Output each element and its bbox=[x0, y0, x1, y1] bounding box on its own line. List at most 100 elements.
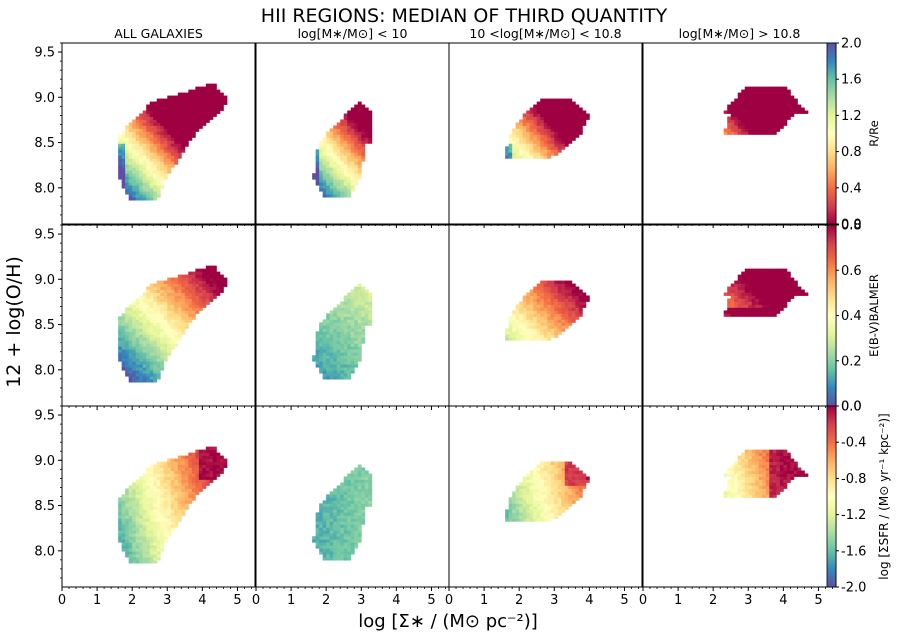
heatmap-cell bbox=[568, 107, 573, 111]
heatmap-cell bbox=[167, 313, 172, 317]
heatmap-cell bbox=[512, 322, 517, 326]
heatmap-cell bbox=[329, 331, 334, 335]
heatmap-cell bbox=[160, 161, 165, 165]
heatmap-cell bbox=[508, 134, 513, 138]
heatmap-cell bbox=[329, 191, 334, 195]
heatmap-cell bbox=[557, 473, 562, 477]
heatmap-cell bbox=[139, 188, 144, 192]
heatmap-cell bbox=[188, 313, 193, 317]
heatmap-cell bbox=[156, 358, 161, 362]
heatmap-cell bbox=[561, 116, 566, 120]
heatmap-cell bbox=[744, 479, 749, 483]
heatmap-cell bbox=[765, 92, 770, 96]
heatmap-cell bbox=[142, 491, 147, 495]
heatmap-cell bbox=[333, 352, 338, 356]
heatmap-cell bbox=[333, 152, 338, 156]
heatmap-cell bbox=[751, 461, 756, 465]
heatmap-cell bbox=[163, 301, 168, 305]
heatmap-cell bbox=[519, 497, 524, 501]
heatmap-cell bbox=[142, 176, 147, 180]
heatmap-cell bbox=[561, 146, 566, 150]
heatmap-cell bbox=[326, 146, 331, 150]
heatmap-cell bbox=[160, 146, 165, 150]
heatmap-cell bbox=[322, 503, 327, 507]
heatmap-cell bbox=[322, 155, 327, 159]
heatmap-cell bbox=[340, 313, 345, 317]
heatmap-cell bbox=[519, 137, 524, 141]
heatmap-cell bbox=[312, 358, 317, 362]
heatmap-cell bbox=[153, 527, 158, 531]
heatmap-cell bbox=[149, 328, 154, 332]
heatmap-cell bbox=[762, 280, 767, 284]
heatmap-cell bbox=[322, 173, 327, 177]
heatmap-cell bbox=[181, 497, 186, 501]
heatmap-cell bbox=[184, 143, 189, 147]
heatmap-cell bbox=[522, 316, 527, 320]
heatmap-cell bbox=[515, 319, 520, 323]
heatmap-cell bbox=[212, 286, 217, 290]
heatmap-cell bbox=[163, 107, 168, 111]
heatmap-cell bbox=[326, 542, 331, 546]
heatmap-cell bbox=[170, 137, 175, 141]
heatmap-cell bbox=[160, 509, 165, 513]
heatmap-cell bbox=[153, 101, 158, 105]
heatmap-cell bbox=[343, 488, 348, 492]
heatmap-cell bbox=[336, 304, 341, 308]
heatmap-cell bbox=[139, 194, 144, 198]
heatmap-cell bbox=[326, 337, 331, 341]
heatmap-cell bbox=[195, 458, 200, 462]
heatmap-cell bbox=[783, 304, 788, 308]
heatmap-cell bbox=[508, 152, 513, 156]
heatmap-cell bbox=[156, 467, 161, 471]
heatmap-cell bbox=[167, 155, 172, 159]
heatmap-cell bbox=[149, 524, 154, 528]
heatmap-cell bbox=[793, 98, 798, 102]
heatmap-cell bbox=[118, 152, 123, 156]
heatmap-cell bbox=[195, 268, 200, 273]
heatmap-cell bbox=[343, 316, 348, 320]
heatmap-cell bbox=[139, 530, 144, 534]
heatmap-cell bbox=[755, 119, 760, 123]
heatmap-cell bbox=[578, 301, 583, 305]
heatmap-cell bbox=[160, 313, 165, 317]
heatmap-cell bbox=[568, 322, 573, 326]
heatmap-cell bbox=[146, 316, 151, 320]
heatmap-cell bbox=[343, 364, 348, 368]
heatmap-cell bbox=[727, 491, 732, 495]
heatmap-cell bbox=[512, 497, 517, 501]
heatmap-cell bbox=[322, 158, 327, 162]
heatmap-cell bbox=[547, 328, 552, 332]
heatmap-cell bbox=[568, 295, 573, 299]
heatmap-cell bbox=[191, 458, 196, 462]
heatmap-cell bbox=[357, 295, 362, 299]
heatmap-cell bbox=[329, 325, 334, 329]
heatmap-cell bbox=[755, 104, 760, 108]
heatmap-cell bbox=[529, 113, 534, 117]
heatmap-cell bbox=[343, 298, 348, 302]
heatmap-cell bbox=[564, 280, 569, 284]
heatmap-cell bbox=[163, 527, 168, 531]
heatmap-cell bbox=[139, 167, 144, 171]
heatmap-cell bbox=[772, 274, 777, 278]
heatmap-cell bbox=[543, 122, 548, 126]
heatmap-cell bbox=[139, 128, 144, 132]
heatmap-cell bbox=[184, 325, 189, 329]
heatmap-cell bbox=[568, 140, 573, 144]
heatmap-cell bbox=[188, 479, 193, 483]
heatmap-cell bbox=[163, 298, 168, 302]
heatmap-cell bbox=[354, 176, 359, 180]
heatmap-cell bbox=[319, 343, 324, 347]
heatmap-cell bbox=[142, 173, 147, 177]
heatmap-cell bbox=[540, 301, 545, 305]
heatmap-cell bbox=[188, 110, 193, 114]
heatmap-cell bbox=[177, 143, 182, 147]
heatmap-cell bbox=[522, 298, 527, 302]
heatmap-cell bbox=[149, 485, 154, 489]
heatmap-cell bbox=[135, 379, 140, 383]
heatmap-cell bbox=[804, 473, 809, 477]
heatmap-cell bbox=[153, 292, 158, 296]
heatmap-cell bbox=[734, 304, 739, 308]
heatmap-cell bbox=[319, 542, 324, 546]
heatmap-cell bbox=[121, 325, 126, 329]
heatmap-cell bbox=[121, 548, 126, 552]
